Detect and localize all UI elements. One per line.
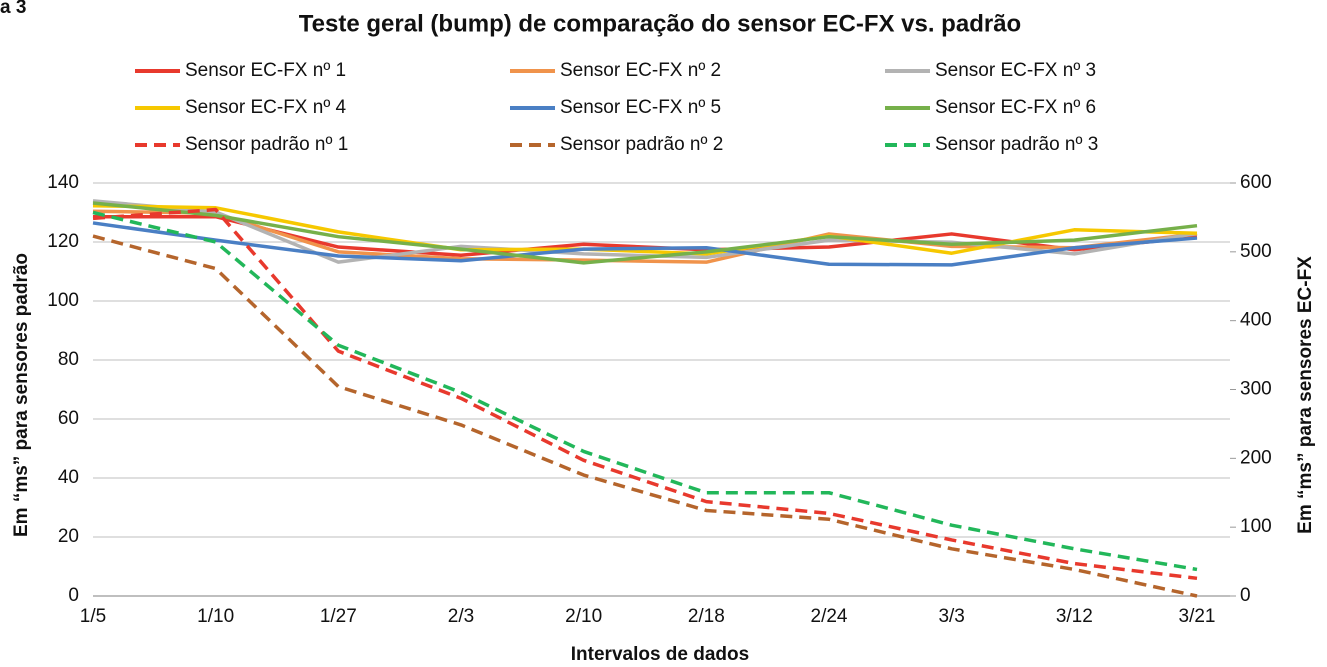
- y-tick-label: 60: [58, 408, 79, 429]
- x-tick-label: 3/21: [1179, 606, 1216, 627]
- y-tick-label: 80: [58, 349, 79, 370]
- y-tick-label: 20: [58, 526, 79, 547]
- x-tick-label: 1/10: [197, 606, 234, 627]
- y2-tick-label: 400: [1240, 310, 1272, 331]
- legend-label: Sensor padrão nº 1: [185, 134, 348, 155]
- y2-tick-label: 300: [1240, 379, 1272, 400]
- y-tick-label: 100: [47, 290, 79, 311]
- x-tick-label: 2/10: [565, 606, 602, 627]
- y2-tick-label: 200: [1240, 447, 1272, 468]
- series-line: [92, 207, 1198, 581]
- series-line: [92, 210, 1198, 572]
- x-tick-label: 1/27: [320, 606, 357, 627]
- y-axis-title: Em “ms” para sensores padrão: [11, 253, 32, 537]
- legend-label: Sensor EC-FX nº 2: [560, 60, 721, 81]
- legend-label: Sensor padrão nº 3: [935, 134, 1098, 155]
- chart-title: Teste geral (bump) de comparação do sens…: [299, 10, 1021, 37]
- legend-label: Sensor EC-FX nº 5: [560, 97, 721, 118]
- series-line: [92, 201, 1198, 265]
- y2-tick-label: 500: [1240, 241, 1272, 262]
- x-tick-label: 2/24: [811, 606, 848, 627]
- x-tick-label: 3/3: [938, 606, 964, 627]
- series-line: [92, 221, 1198, 267]
- y-tick-label: 120: [47, 231, 79, 252]
- x-axis-title: Intervalos de dados: [571, 644, 749, 665]
- x-tick-label: 2/3: [448, 606, 474, 627]
- x-tick-label: 3/12: [1056, 606, 1093, 627]
- legend-label: Sensor padrão nº 2: [560, 134, 723, 155]
- y2-tick-label: 100: [1240, 516, 1272, 537]
- y-tick-label: 140: [47, 172, 79, 193]
- legend-label: Sensor EC-FX nº 1: [185, 60, 346, 81]
- series-line: [92, 234, 1198, 598]
- y-tick-label: 0: [68, 585, 79, 606]
- y2-tick-label: 0: [1240, 585, 1251, 606]
- y-tick-label: 40: [58, 467, 79, 488]
- legend-label: Sensor EC-FX nº 4: [185, 97, 347, 118]
- x-tick-label: 2/18: [688, 606, 725, 627]
- legend-label: Sensor EC-FX nº 3: [935, 60, 1096, 81]
- y2-axis-title: Em “ms” para sensores EC-FX: [1295, 256, 1316, 534]
- x-tick-label: 1/5: [80, 606, 106, 627]
- figure-label: a 3: [0, 0, 26, 18]
- legend-label: Sensor EC-FX nº 6: [935, 97, 1096, 118]
- y2-tick-label: 600: [1240, 172, 1272, 193]
